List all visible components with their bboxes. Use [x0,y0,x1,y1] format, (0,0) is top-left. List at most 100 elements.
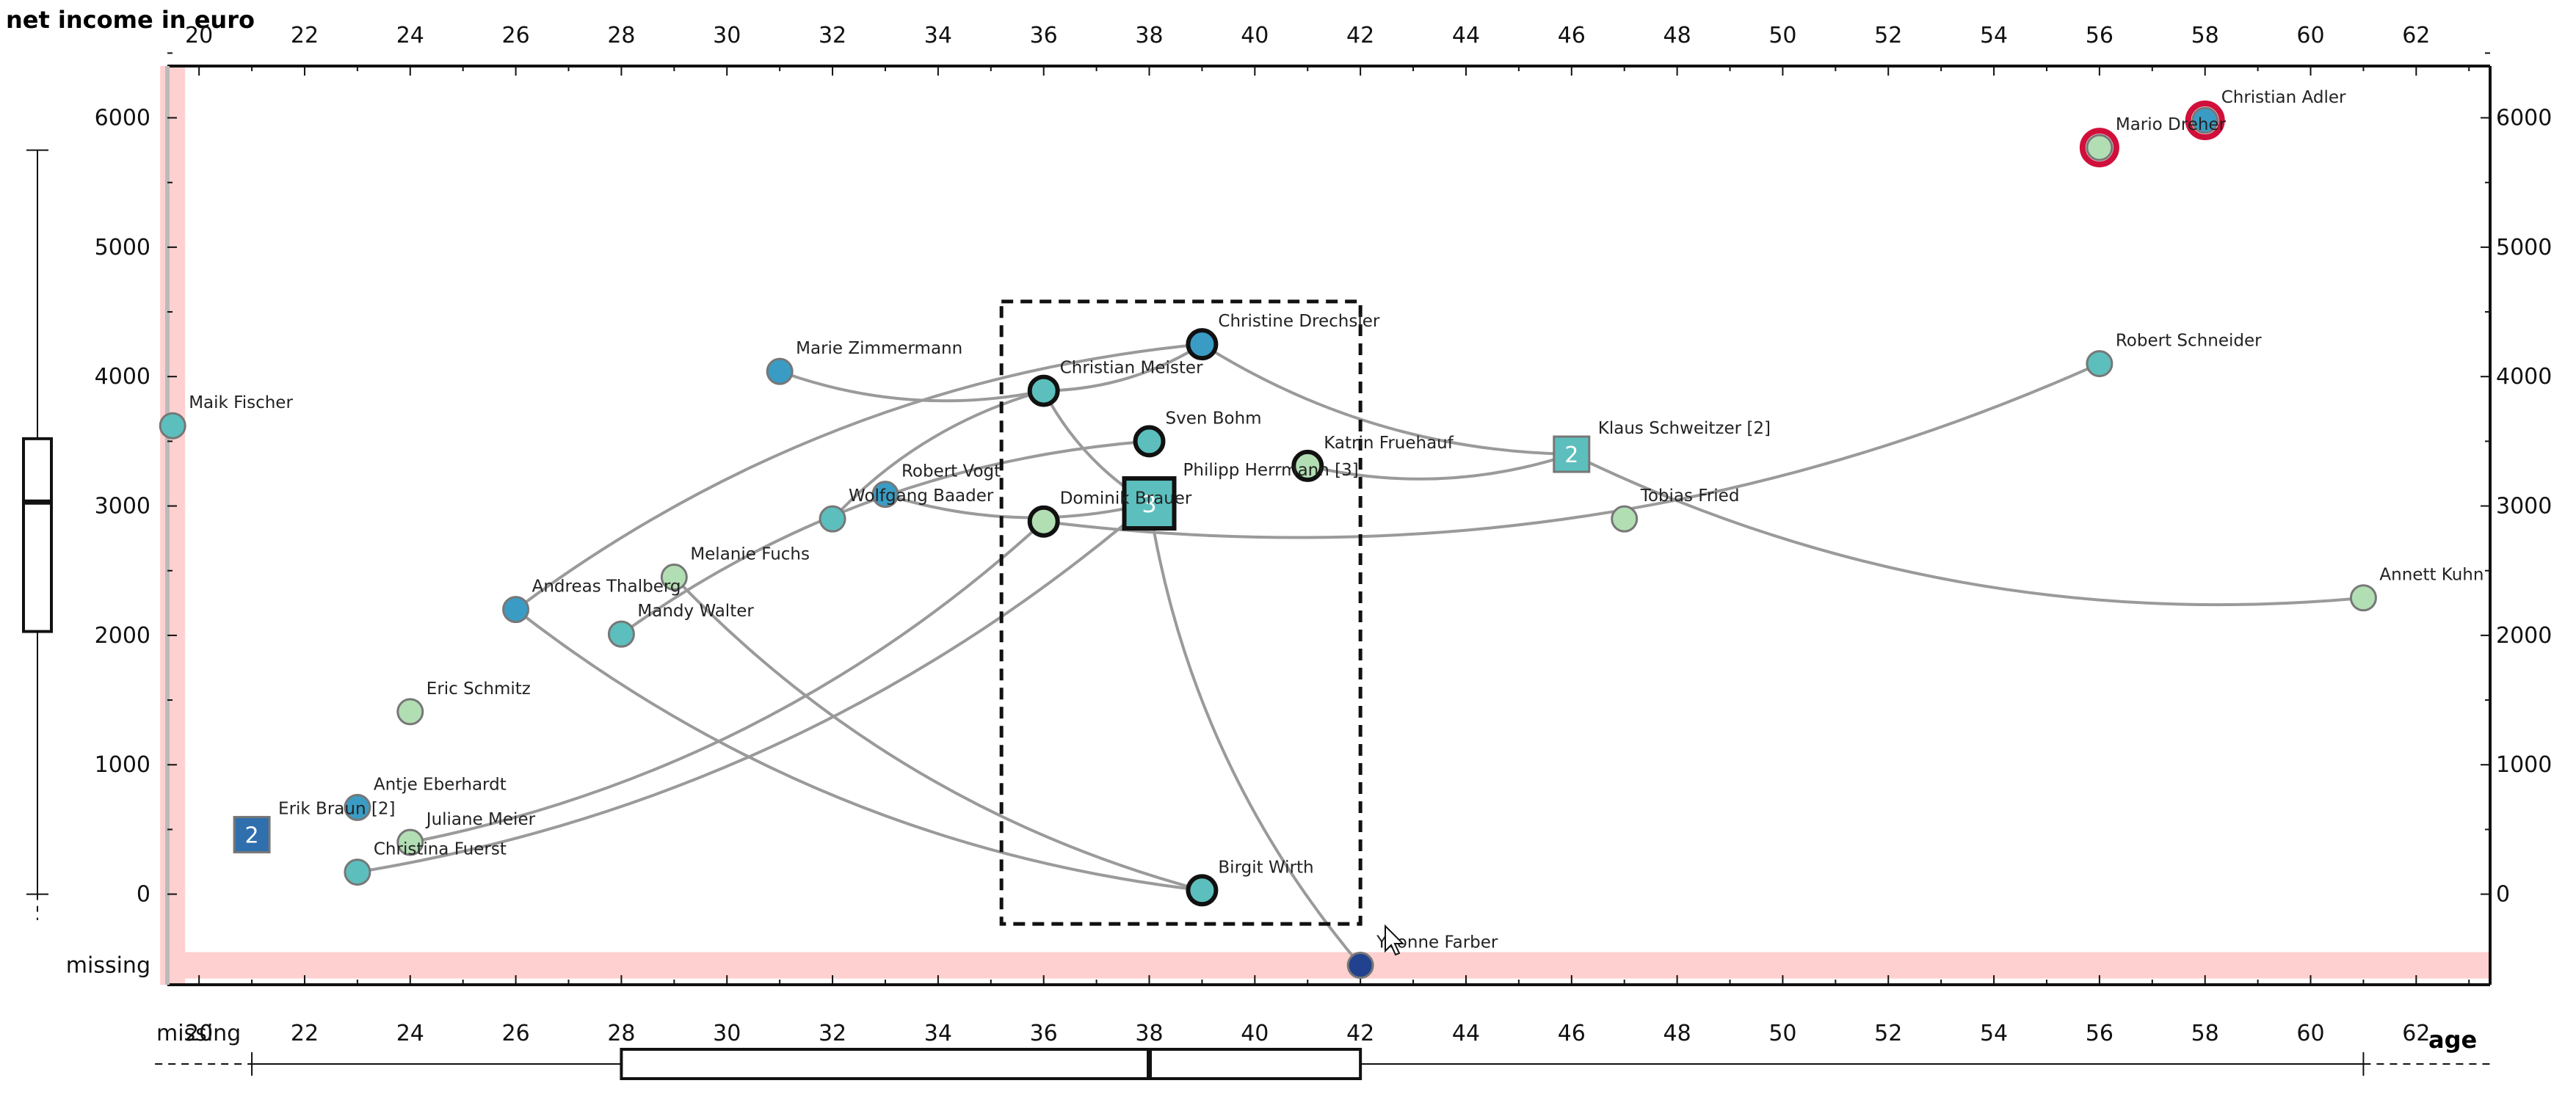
x-tick-label-top: 40 [1241,23,1269,48]
point-label: Christian Meister [1060,359,1203,378]
point-label: Robert Schneider [2116,332,2262,351]
x-tick-label-top: 56 [2086,23,2114,48]
link-curve [515,343,1202,611]
point-label: Christina Fuerst [374,840,507,859]
y-tick-label-left: 5000 [95,235,150,260]
point-label: Sven Bohm [1166,409,1262,428]
point-marker [1346,952,1374,980]
x-box [620,1048,1363,1080]
highlight-ring [2185,101,2225,141]
point-marker [159,412,186,440]
link-curve [831,389,1045,520]
cluster-marker [1122,476,1177,531]
point-label: Mario Dreher [2116,115,2227,134]
y-tick-label-left: 6000 [95,106,150,131]
link-curve [1307,453,1572,481]
y-tick-label-right: 4000 [2496,364,2552,390]
x-tick-label-top: 30 [713,23,741,48]
selection-rectangle [999,299,1363,926]
link-curve [1570,453,2364,607]
y-tick-label-left: 4000 [95,364,150,390]
mouse-cursor-icon [1385,924,1405,956]
point-marker [502,596,530,624]
y-tick-label-left: 2000 [95,623,150,649]
point-marker [1186,874,1219,907]
highlight-ring [2079,128,2119,168]
x-tick-label-bottom: 30 [713,1021,741,1046]
y-tick-label-left: 3000 [95,494,150,520]
cluster-count: 3 [1142,490,1156,518]
point-marker [1611,505,1639,533]
y-tick-label-right: 0 [2496,882,2510,908]
x-tick-label-bottom: 28 [607,1021,635,1046]
point-marker [819,505,846,533]
x-tick-label-top: 50 [1768,23,1796,48]
marginal-boxplots [22,149,2492,1080]
x-tick-label-bottom: 34 [924,1021,952,1046]
x-tick-label-bottom: 32 [819,1021,846,1046]
x-tick-label-bottom: 36 [1030,1021,1058,1046]
cluster-label: Erik Braun [2] [278,799,395,818]
y-tick-label-right: 3000 [2496,494,2552,520]
x-tick-label-top: 32 [819,23,846,48]
cluster-count: 2 [245,823,259,848]
link-curve [1043,362,2100,539]
point-marker [2349,584,2377,612]
data-points[interactable]: 3 2 2 [159,101,2377,980]
point-marker [396,828,424,856]
link-curve [515,608,1202,892]
y-tick-label-left: 1000 [95,752,150,778]
point-marker [1027,374,1060,407]
y-tick-label-left: 0 [137,882,150,908]
point-marker [2086,350,2114,378]
point-label: Juliane Meier [425,810,536,829]
selection-box[interactable] [999,299,1363,926]
x-tick-label-top: 24 [396,23,424,48]
x-tick-label-bottom: 50 [1768,1021,1796,1046]
x-tick-label-top: 44 [1452,23,1480,48]
point-marker [1133,425,1166,458]
point-marker [2086,134,2114,161]
link-curve [885,492,1150,520]
point-marker [344,793,371,821]
x-tick-label-top: 60 [2296,23,2324,48]
x-tick-label-top: 52 [1874,23,1902,48]
point-marker [766,357,794,385]
y-tick-label-right: 5000 [2496,235,2552,260]
x-tick-label-top: 34 [924,23,952,48]
x-tick-label-top: 62 [2402,23,2430,48]
cluster-label: Klaus Schweitzer [2] [1598,419,1771,438]
missing-value-bands [160,66,2490,985]
link-curve [779,370,1045,403]
x-axis-title: age [2428,1026,2477,1054]
x-tick-label-top: 38 [1135,23,1163,48]
x-tick-label-bottom: 62 [2402,1021,2430,1046]
point-label: Birgit Wirth [1218,858,1313,877]
cluster-marker [233,815,271,853]
x-tick-label-top: 36 [1030,23,1058,48]
link-curve [1147,503,1362,966]
x-tick-label-bottom: 54 [1980,1021,2008,1046]
x-tick-label-bottom: 42 [1346,1021,1374,1046]
relation-links [357,343,2364,966]
x-missing-label: missing [156,1021,241,1046]
point-label: Mandy Walter [637,602,754,621]
link-curve [620,440,1150,635]
point-marker [607,620,635,648]
x-tick-label-bottom: 58 [2191,1021,2219,1046]
point-labels: Maik Fischer Christian Adler Mario Dreher M… [189,88,2484,952]
point-marker [1027,505,1060,538]
point-label: Annett Kuhn [2379,566,2484,585]
x-tick-label-bottom: 56 [2086,1021,2114,1046]
point-marker [396,698,424,726]
point-marker [660,564,688,591]
x-tick-label-bottom: 38 [1135,1021,1163,1046]
cluster-marker [1553,435,1591,473]
x-tick-label-bottom: 40 [1241,1021,1269,1046]
x-tick-label-top: 46 [1558,23,1586,48]
link-curve [1043,343,1203,393]
y-box [22,437,53,633]
missing-y-band [160,66,186,985]
point-marker [344,859,371,886]
